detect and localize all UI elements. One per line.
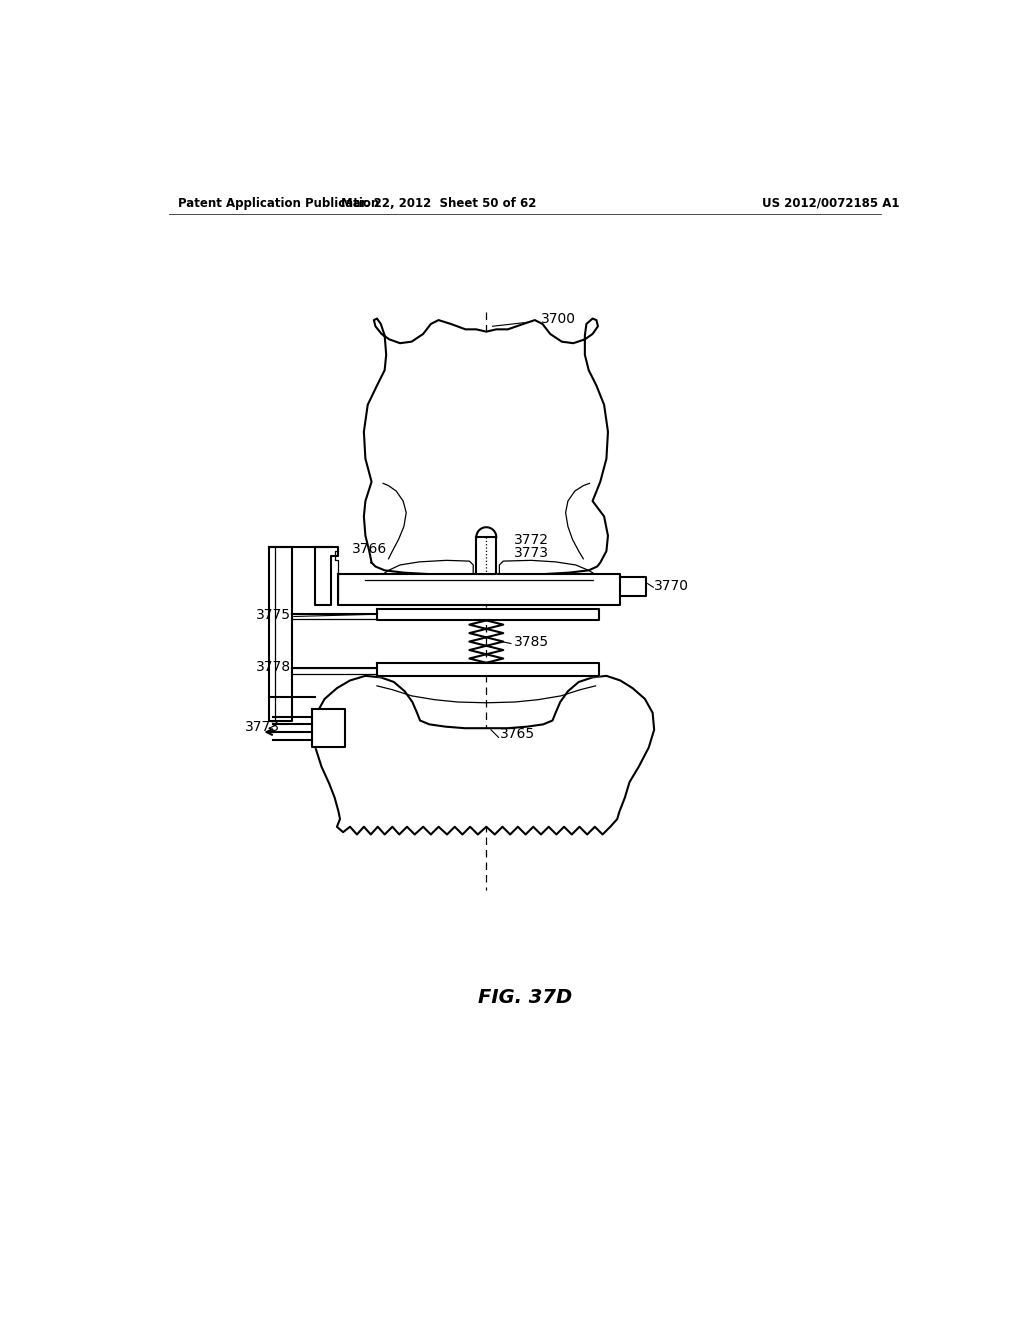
Polygon shape <box>315 548 339 605</box>
Polygon shape <box>620 577 646 595</box>
Text: 3700: 3700 <box>541 312 575 326</box>
Text: 3778: 3778 <box>256 660 291 673</box>
Text: 3773: 3773 <box>245 719 280 734</box>
Polygon shape <box>476 537 497 574</box>
Text: Mar. 22, 2012  Sheet 50 of 62: Mar. 22, 2012 Sheet 50 of 62 <box>341 197 537 210</box>
Text: 3772: 3772 <box>514 532 549 546</box>
Text: FIG. 37D: FIG. 37D <box>477 989 572 1007</box>
Text: US 2012/0072185 A1: US 2012/0072185 A1 <box>762 197 899 210</box>
Polygon shape <box>313 676 654 834</box>
Text: 3765: 3765 <box>500 727 536 742</box>
Text: Patent Application Publication: Patent Application Publication <box>178 197 380 210</box>
Polygon shape <box>311 709 345 747</box>
Text: 3773: 3773 <box>514 545 549 560</box>
Polygon shape <box>339 574 620 605</box>
Text: 3701: 3701 <box>396 578 431 593</box>
Polygon shape <box>377 663 599 676</box>
Polygon shape <box>364 318 608 574</box>
Text: 3770: 3770 <box>654 578 689 593</box>
Text: 3766: 3766 <box>351 541 387 556</box>
Text: 3775: 3775 <box>256 609 291 622</box>
Polygon shape <box>377 609 599 620</box>
Polygon shape <box>269 548 292 721</box>
Text: 3785: 3785 <box>514 635 549 649</box>
